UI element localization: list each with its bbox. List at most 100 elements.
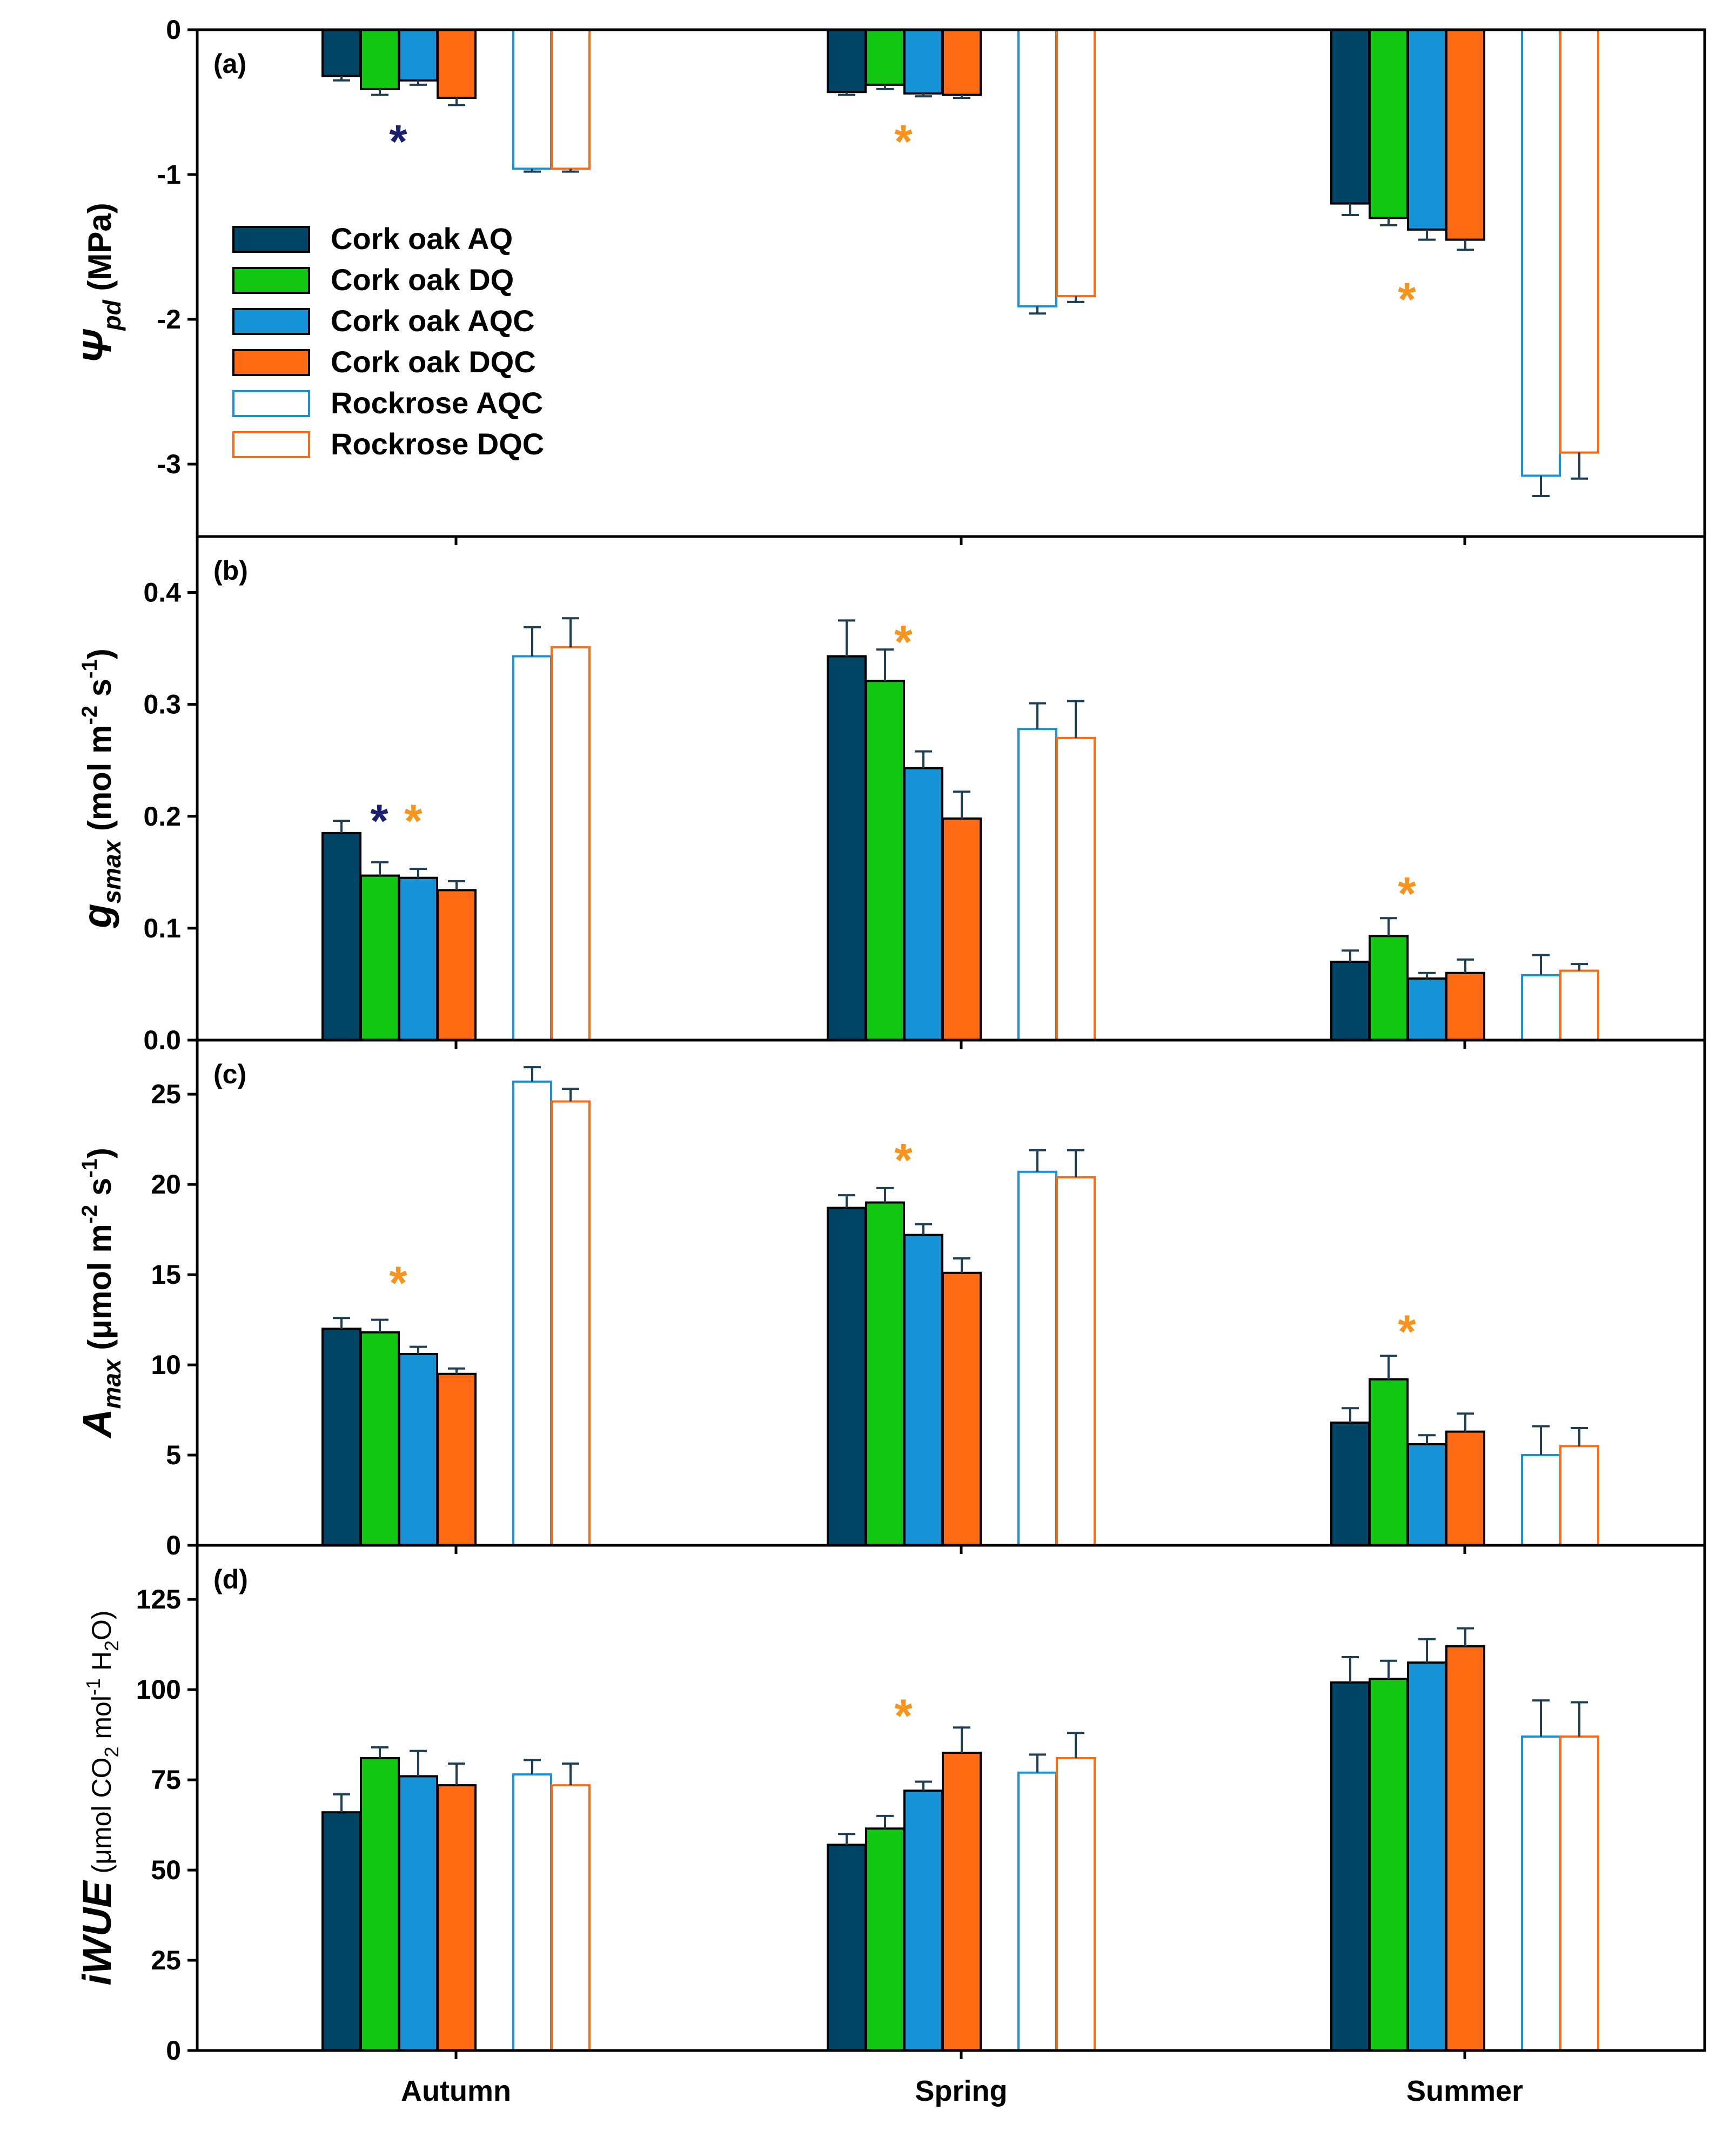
- y-label-sup: -2: [78, 1205, 102, 1224]
- bar: [1407, 1443, 1447, 1546]
- bar: [1559, 969, 1599, 1041]
- legend-label: Rockrose AQC: [331, 386, 543, 420]
- y-tick-label: 100: [136, 1674, 181, 1705]
- significance-star: *: [389, 116, 407, 167]
- panel-b: * * * * 0.0 0.1 0.2 0.3 0.4 (b) gsmax (mol m-2 s-1…: [75, 535, 1706, 1055]
- y-axis-label: Ψpd (MPa): [75, 203, 126, 364]
- bar: [551, 646, 591, 1042]
- legend-item: Cork oak AQC: [232, 304, 535, 338]
- bar: [942, 817, 982, 1042]
- bar: [1330, 1681, 1370, 2052]
- x-category-labels: Autumn Spring Summer: [401, 2075, 1523, 2107]
- bar: [1407, 29, 1447, 231]
- bar: [1017, 728, 1057, 1041]
- y-label-unit: (μmol m: [82, 1224, 118, 1359]
- panel-label: (d): [213, 1564, 248, 1594]
- y-label-subscript: pd: [98, 299, 126, 331]
- bar: [903, 1790, 943, 2052]
- legend-label: Cork oak AQC: [331, 304, 535, 338]
- bar: [1330, 1421, 1370, 1546]
- y-tick-label: -2: [157, 304, 181, 334]
- y-tick-label: 0.2: [143, 801, 181, 832]
- bar: [398, 29, 438, 82]
- y-label-unit-part: s: [82, 1178, 118, 1205]
- bar: [1369, 29, 1409, 219]
- panel-c: * * * 0 5 10 15 20 25 (c) Amax (μmol m-2 s-1): [75, 1038, 1706, 1560]
- y-label-sub: 2: [100, 1640, 123, 1651]
- bar: [437, 1372, 477, 1546]
- bar: [512, 29, 552, 170]
- legend: Cork oak AQ Cork oak DQ Cork oak AQC Cork o…: [232, 222, 544, 461]
- y-label-unit-part: s: [82, 679, 118, 706]
- y-tick-label: 5: [166, 1440, 181, 1470]
- bar: [1521, 1735, 1561, 2052]
- y-label-symbol: iWUE: [75, 1880, 119, 1986]
- y-label-unit-part: mol: [86, 1696, 117, 1746]
- bar: [1056, 1176, 1096, 1546]
- legend-item: Rockrose DQC: [232, 427, 544, 461]
- bars: [321, 1627, 1599, 2052]
- x-category-label: Summer: [1406, 2075, 1523, 2107]
- y-tick-label: -3: [157, 449, 181, 479]
- bar: [903, 767, 943, 1041]
- legend-swatch: [232, 308, 310, 335]
- bar: [1445, 29, 1485, 241]
- x-category-label: Spring: [915, 2075, 1008, 2107]
- bar: [1369, 1678, 1409, 2052]
- bar: [942, 1271, 982, 1546]
- bar: [437, 889, 477, 1041]
- bar: [942, 1752, 982, 2052]
- y-label-unit: (mol m: [82, 725, 118, 840]
- y-label-unit-end: ): [82, 1148, 118, 1158]
- bar: [865, 29, 905, 86]
- bar: [1369, 935, 1409, 1042]
- legend-label: Cork oak AQ: [331, 222, 513, 256]
- y-tick-label: 0: [166, 2035, 181, 2066]
- panel-label: (a): [213, 49, 246, 79]
- y-tick-label: 0: [166, 1530, 181, 1560]
- significance-star: *: [389, 1257, 407, 1309]
- significance-star: *: [1398, 273, 1416, 325]
- bar: [827, 1207, 867, 1546]
- bar: [827, 1844, 867, 2052]
- bar: [512, 1773, 552, 2052]
- bar: [827, 29, 867, 93]
- bar: [1559, 1735, 1599, 2052]
- bar: [321, 1811, 361, 2052]
- y-label-symbol: Ψ: [75, 329, 119, 364]
- bar: [360, 1331, 400, 1547]
- y-tick-label: 10: [151, 1350, 181, 1380]
- bar: [1521, 1454, 1561, 1546]
- bar: [1521, 29, 1561, 477]
- y-tick-label: 15: [151, 1259, 181, 1290]
- bar: [360, 874, 400, 1041]
- legend-swatch: [232, 349, 310, 376]
- y-label-sup: -1: [78, 1158, 102, 1178]
- significance-star: *: [894, 1690, 913, 1742]
- bar: [398, 876, 438, 1041]
- bar: [321, 1328, 361, 1546]
- bar: [1559, 1445, 1599, 1547]
- bar: [321, 832, 361, 1042]
- y-label-unit-end: O): [86, 1610, 117, 1640]
- legend-label: Cork oak DQ: [331, 263, 514, 297]
- legend-label: Cork oak DQC: [331, 345, 536, 379]
- x-category-label: Autumn: [401, 2075, 511, 2107]
- y-tick-label: 125: [136, 1584, 181, 1614]
- bar: [903, 29, 943, 95]
- bar: [551, 1784, 591, 2052]
- bar: [1445, 1430, 1485, 1546]
- significance-star: *: [1398, 868, 1416, 920]
- bar: [398, 1353, 438, 1546]
- legend-item: Rockrose AQC: [232, 386, 543, 420]
- bar: [321, 29, 361, 77]
- y-label-sup: -1: [82, 1678, 104, 1696]
- legend-swatch: [232, 267, 310, 294]
- y-tick-label: 0.4: [143, 578, 181, 608]
- y-axis: 0.0 0.1 0.2 0.3 0.4: [143, 578, 197, 1055]
- y-axis-label: gsmax (mol m-2 s-1): [75, 648, 126, 928]
- bar: [437, 29, 477, 99]
- bar: [865, 1827, 905, 2052]
- bar: [827, 655, 867, 1041]
